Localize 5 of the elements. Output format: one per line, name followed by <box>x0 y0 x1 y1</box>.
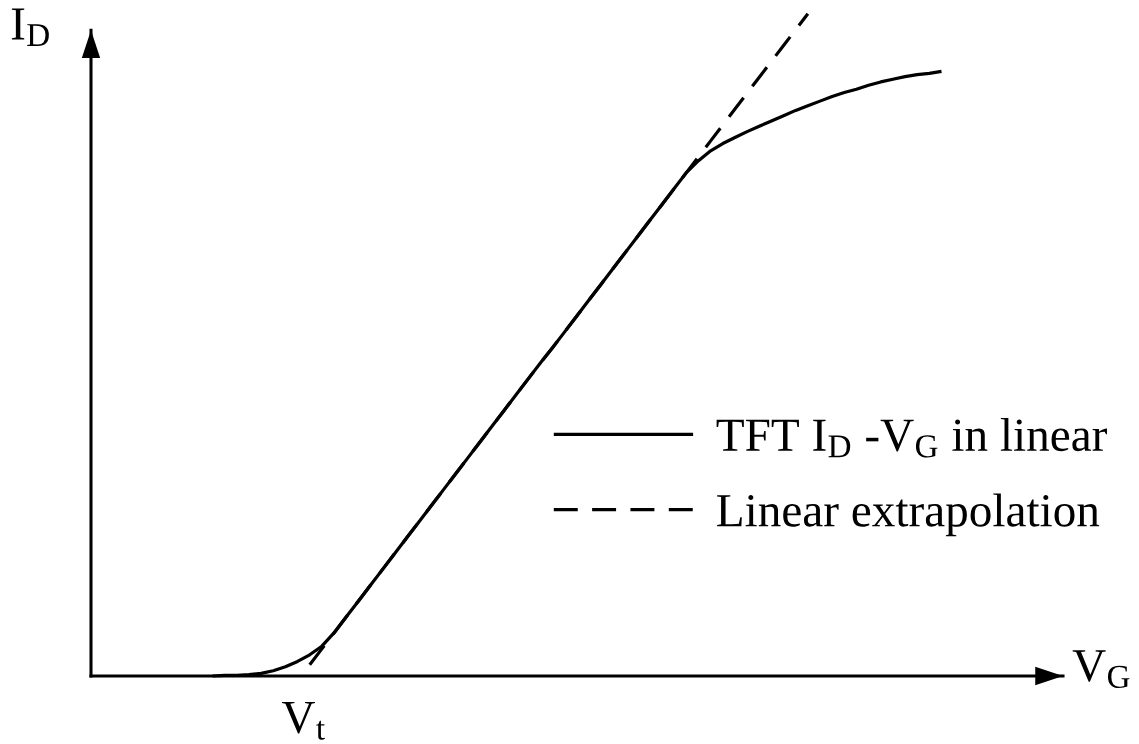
text: V$_{t}$ <box>281 701 325 740</box>
x-axis-title: V$_{G}$ <box>1072 650 1130 688</box>
legend-label: TFT I$_{D}$ -V$_{G}$ in linear <box>716 417 1107 458</box>
legend-label: Linear extrapolation <box>717 493 1100 537</box>
y-axis-title: I$_{D}$ <box>11 8 49 46</box>
